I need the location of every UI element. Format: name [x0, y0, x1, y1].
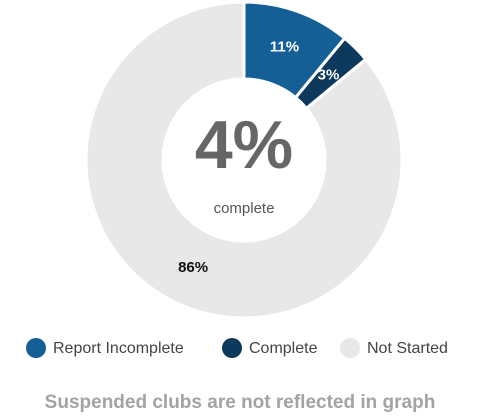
legend: Report Incomplete Complete Not Started	[26, 338, 448, 358]
legend-label: Not Started	[367, 340, 448, 357]
slice-label: 3%	[318, 66, 340, 83]
center-sublabel: complete	[214, 200, 275, 217]
donut-slice	[84, 0, 404, 320]
donut	[84, 0, 404, 320]
legend-label: Report Incomplete	[53, 340, 184, 357]
footnote: Suspended clubs are not reflected in gra…	[45, 392, 436, 413]
legend-label: Complete	[249, 340, 318, 357]
slice-label: 86%	[178, 259, 208, 276]
labels: 11% 3% 86%	[178, 39, 339, 277]
slice-label: 11%	[270, 39, 299, 56]
legend-swatch	[340, 338, 360, 358]
center-label: 4%	[195, 107, 293, 183]
legend-swatch	[26, 338, 46, 358]
legend-swatch	[222, 338, 242, 358]
